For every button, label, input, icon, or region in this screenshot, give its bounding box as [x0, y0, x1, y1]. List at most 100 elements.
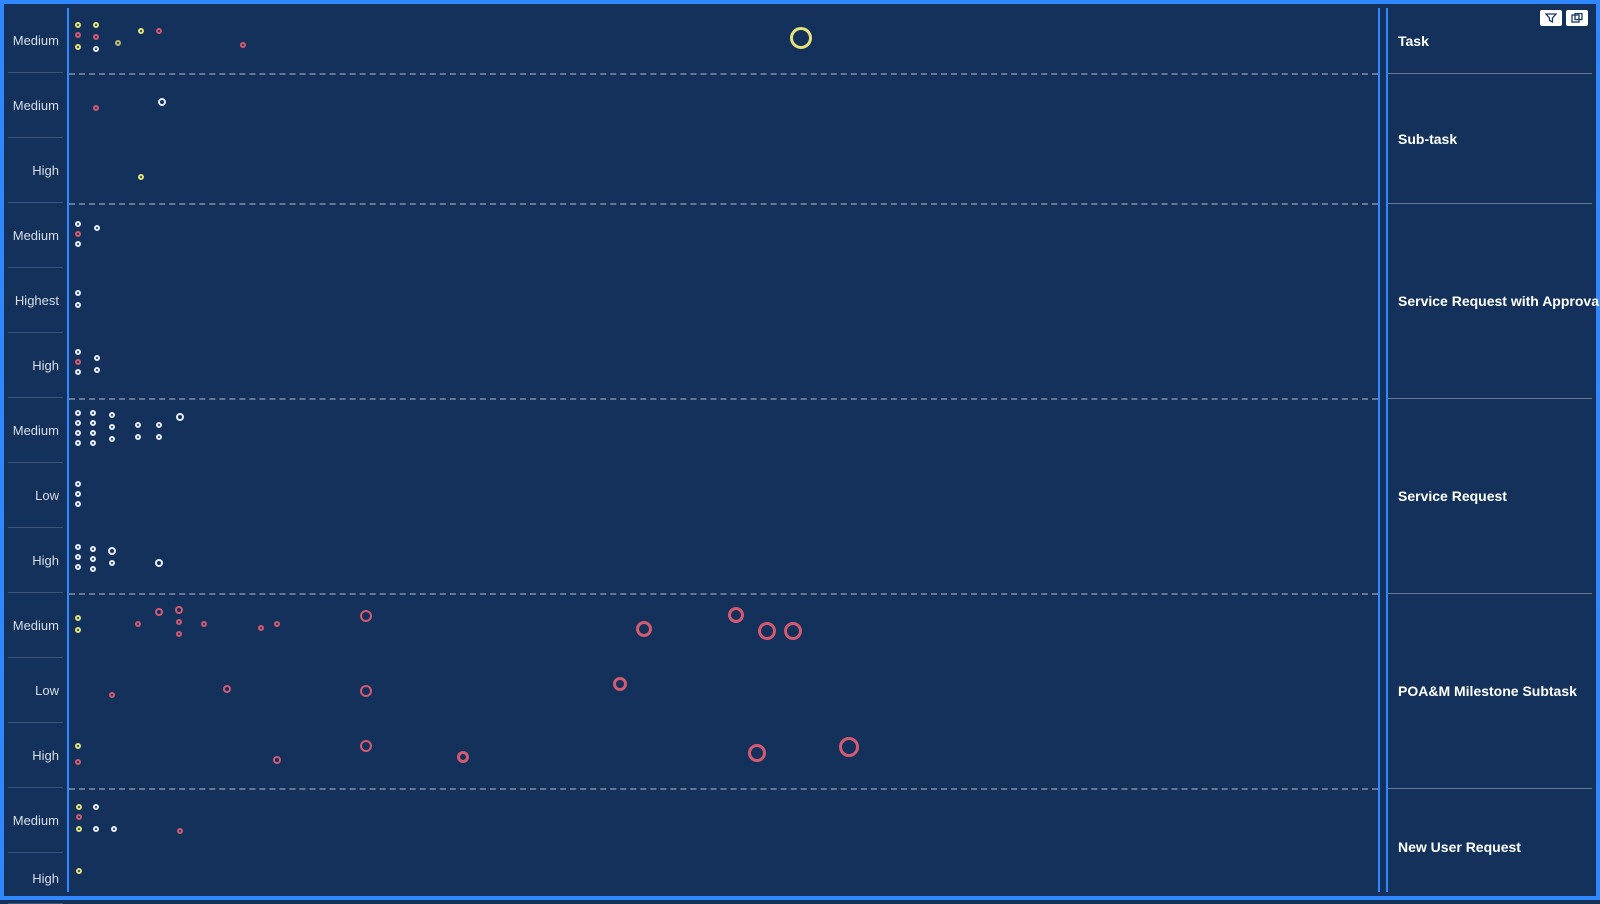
- data-point[interactable]: [75, 22, 81, 28]
- viz-frame: MediumMediumHighMediumHighestHighMediumL…: [0, 0, 1600, 900]
- data-point[interactable]: [75, 440, 81, 446]
- data-point[interactable]: [75, 759, 81, 765]
- data-point[interactable]: [360, 610, 372, 622]
- data-point[interactable]: [177, 828, 183, 834]
- data-point[interactable]: [135, 434, 141, 440]
- data-point[interactable]: [758, 622, 776, 640]
- data-point[interactable]: [360, 740, 372, 752]
- data-point[interactable]: [156, 434, 162, 440]
- data-point[interactable]: [636, 621, 652, 637]
- data-point[interactable]: [90, 556, 96, 562]
- filter-button[interactable]: [1540, 10, 1562, 26]
- data-point[interactable]: [115, 40, 121, 46]
- data-point[interactable]: [90, 430, 96, 436]
- data-point[interactable]: [90, 546, 96, 552]
- data-point[interactable]: [90, 410, 96, 416]
- data-point[interactable]: [156, 422, 162, 428]
- type-row[interactable]: Service Request with Approvals: [1388, 203, 1592, 398]
- data-point[interactable]: [76, 814, 82, 820]
- data-point[interactable]: [93, 105, 99, 111]
- data-point[interactable]: [613, 677, 627, 691]
- data-point[interactable]: [75, 501, 81, 507]
- data-point[interactable]: [75, 410, 81, 416]
- data-point[interactable]: [90, 420, 96, 426]
- data-point[interactable]: [158, 98, 166, 106]
- data-point[interactable]: [155, 608, 163, 616]
- data-point[interactable]: [790, 27, 812, 49]
- data-point[interactable]: [76, 868, 82, 874]
- data-point[interactable]: [201, 621, 207, 627]
- data-point[interactable]: [75, 221, 81, 227]
- data-point[interactable]: [240, 42, 246, 48]
- data-point[interactable]: [176, 413, 184, 421]
- data-point[interactable]: [457, 751, 469, 763]
- type-row[interactable]: Sub-task: [1388, 73, 1592, 203]
- data-point[interactable]: [75, 481, 81, 487]
- y-axis-label-text: High: [32, 748, 59, 763]
- data-point[interactable]: [90, 440, 96, 446]
- data-point[interactable]: [109, 560, 115, 566]
- data-point[interactable]: [75, 44, 81, 50]
- data-point[interactable]: [75, 32, 81, 38]
- data-point[interactable]: [76, 826, 82, 832]
- data-point[interactable]: [176, 631, 182, 637]
- data-point[interactable]: [109, 436, 115, 442]
- data-point[interactable]: [138, 28, 144, 34]
- data-point[interactable]: [75, 241, 81, 247]
- data-point[interactable]: [90, 566, 96, 572]
- data-point[interactable]: [784, 622, 802, 640]
- data-point[interactable]: [176, 619, 182, 625]
- data-point[interactable]: [75, 491, 81, 497]
- data-point[interactable]: [93, 34, 99, 40]
- data-point[interactable]: [75, 544, 81, 550]
- type-row[interactable]: POA&M Milestone Subtask: [1388, 593, 1592, 788]
- data-point[interactable]: [728, 607, 744, 623]
- data-point[interactable]: [111, 826, 117, 832]
- type-label: New User Request: [1388, 839, 1521, 855]
- data-point[interactable]: [748, 744, 766, 762]
- data-point[interactable]: [75, 349, 81, 355]
- data-point[interactable]: [75, 564, 81, 570]
- data-point[interactable]: [75, 290, 81, 296]
- data-point[interactable]: [156, 28, 162, 34]
- data-point[interactable]: [258, 625, 264, 631]
- data-point[interactable]: [93, 22, 99, 28]
- data-point[interactable]: [108, 547, 116, 555]
- y-axis-label: Medium: [8, 398, 63, 463]
- data-point[interactable]: [75, 554, 81, 560]
- data-point[interactable]: [75, 420, 81, 426]
- data-point[interactable]: [76, 804, 82, 810]
- data-point[interactable]: [223, 685, 231, 693]
- expand-button[interactable]: [1566, 10, 1588, 26]
- data-point[interactable]: [839, 737, 859, 757]
- data-point[interactable]: [75, 430, 81, 436]
- data-point[interactable]: [109, 424, 115, 430]
- data-point[interactable]: [94, 225, 100, 231]
- data-point[interactable]: [175, 606, 183, 614]
- data-point[interactable]: [138, 174, 144, 180]
- data-point[interactable]: [75, 302, 81, 308]
- data-point[interactable]: [75, 369, 81, 375]
- data-point[interactable]: [94, 367, 100, 373]
- data-point[interactable]: [273, 756, 281, 764]
- data-point[interactable]: [109, 412, 115, 418]
- data-point[interactable]: [75, 615, 81, 621]
- data-point[interactable]: [75, 231, 81, 237]
- data-point[interactable]: [75, 743, 81, 749]
- data-point[interactable]: [155, 559, 163, 567]
- data-point[interactable]: [93, 804, 99, 810]
- data-point[interactable]: [135, 621, 141, 627]
- data-point[interactable]: [135, 422, 141, 428]
- data-point[interactable]: [109, 692, 115, 698]
- type-row[interactable]: New User Request: [1388, 788, 1592, 904]
- data-point[interactable]: [274, 621, 280, 627]
- type-row[interactable]: Service Request: [1388, 398, 1592, 593]
- data-point[interactable]: [93, 826, 99, 832]
- y-axis-label-text: Medium: [13, 618, 59, 633]
- data-point[interactable]: [93, 46, 99, 52]
- data-point[interactable]: [94, 355, 100, 361]
- data-point[interactable]: [75, 627, 81, 633]
- data-point[interactable]: [360, 685, 372, 697]
- plot-area[interactable]: [67, 8, 1380, 892]
- data-point[interactable]: [75, 359, 81, 365]
